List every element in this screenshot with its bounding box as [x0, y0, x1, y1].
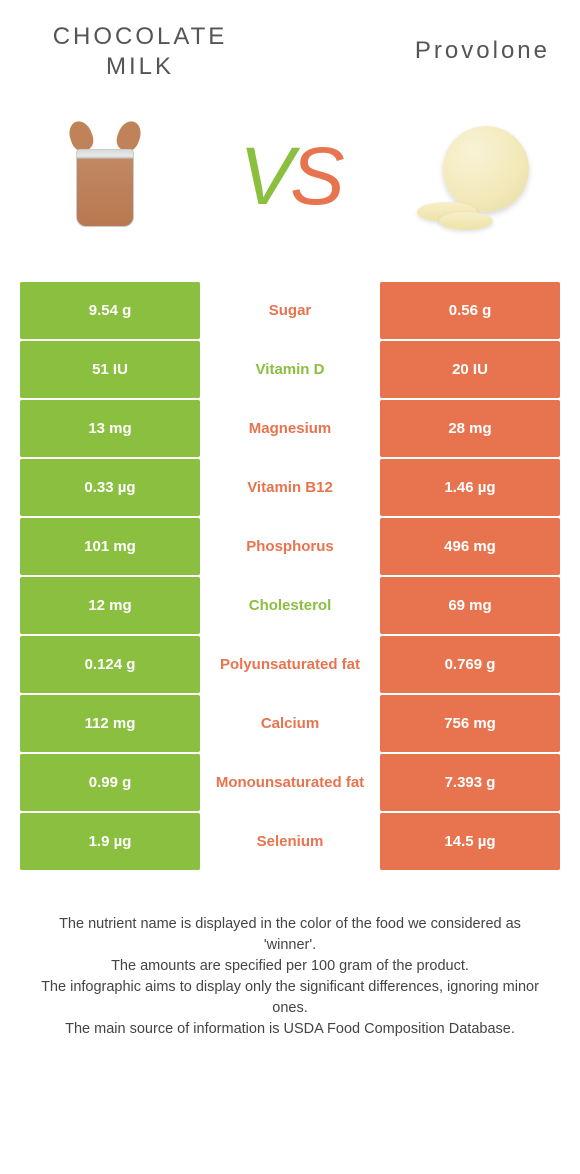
nutrient-label: Selenium: [200, 813, 380, 870]
header: CHOCOLATEMILK Provolone: [0, 0, 580, 82]
left-value: 1.9 µg: [20, 813, 200, 870]
table-row: 0.99 gMonounsaturated fat7.393 g: [20, 754, 560, 811]
right-value: 0.56 g: [380, 282, 560, 339]
nutrient-label: Cholesterol: [200, 577, 380, 634]
right-food-title: Provolone: [330, 22, 550, 66]
vs-s: S: [290, 130, 341, 224]
left-value: 0.124 g: [20, 636, 200, 693]
nutrient-label: Phosphorus: [200, 518, 380, 575]
right-value: 14.5 µg: [380, 813, 560, 870]
left-food-title: CHOCOLATEMILK: [30, 22, 250, 82]
right-value: 69 mg: [380, 577, 560, 634]
provolone-icon: [415, 122, 535, 232]
left-value: 9.54 g: [20, 282, 200, 339]
table-row: 13 mgMagnesium28 mg: [20, 400, 560, 457]
nutrient-label: Monounsaturated fat: [200, 754, 380, 811]
right-value: 28 mg: [380, 400, 560, 457]
nutrient-label: Calcium: [200, 695, 380, 752]
left-value: 12 mg: [20, 577, 200, 634]
right-value: 1.46 µg: [380, 459, 560, 516]
right-value: 20 IU: [380, 341, 560, 398]
right-value: 0.769 g: [380, 636, 560, 693]
nutrient-label: Vitamin D: [200, 341, 380, 398]
footer-line-2: The amounts are specified per 100 gram o…: [34, 956, 546, 977]
footer-line-4: The main source of information is USDA F…: [34, 1019, 546, 1040]
footer-line-3: The infographic aims to display only the…: [34, 977, 546, 1019]
left-value: 0.99 g: [20, 754, 200, 811]
table-row: 12 mgCholesterol69 mg: [20, 577, 560, 634]
table-row: 9.54 gSugar0.56 g: [20, 282, 560, 339]
table-row: 101 mgPhosphorus496 mg: [20, 518, 560, 575]
nutrient-label: Polyunsaturated fat: [200, 636, 380, 693]
left-value: 112 mg: [20, 695, 200, 752]
right-value: 756 mg: [380, 695, 560, 752]
table-row: 1.9 µgSelenium14.5 µg: [20, 813, 560, 870]
left-value: 0.33 µg: [20, 459, 200, 516]
right-food-image: [400, 102, 550, 252]
nutrient-label: Vitamin B12: [200, 459, 380, 516]
footer-notes: The nutrient name is displayed in the co…: [0, 872, 580, 1040]
left-food-image: [30, 102, 180, 252]
table-row: 0.124 gPolyunsaturated fat0.769 g: [20, 636, 560, 693]
vs-v: V: [239, 130, 290, 224]
left-value: 13 mg: [20, 400, 200, 457]
nutrient-label: Sugar: [200, 282, 380, 339]
table-row: 0.33 µgVitamin B121.46 µg: [20, 459, 560, 516]
left-value: 101 mg: [20, 518, 200, 575]
images-row: VS: [0, 82, 580, 282]
left-value: 51 IU: [20, 341, 200, 398]
right-value: 496 mg: [380, 518, 560, 575]
comparison-table: 9.54 gSugar0.56 g51 IUVitamin D20 IU13 m…: [0, 282, 580, 870]
chocolate-milk-icon: [66, 127, 144, 227]
nutrient-label: Magnesium: [200, 400, 380, 457]
footer-line-1: The nutrient name is displayed in the co…: [34, 914, 546, 956]
vs-label: VS: [239, 130, 340, 224]
right-value: 7.393 g: [380, 754, 560, 811]
table-row: 112 mgCalcium756 mg: [20, 695, 560, 752]
table-row: 51 IUVitamin D20 IU: [20, 341, 560, 398]
